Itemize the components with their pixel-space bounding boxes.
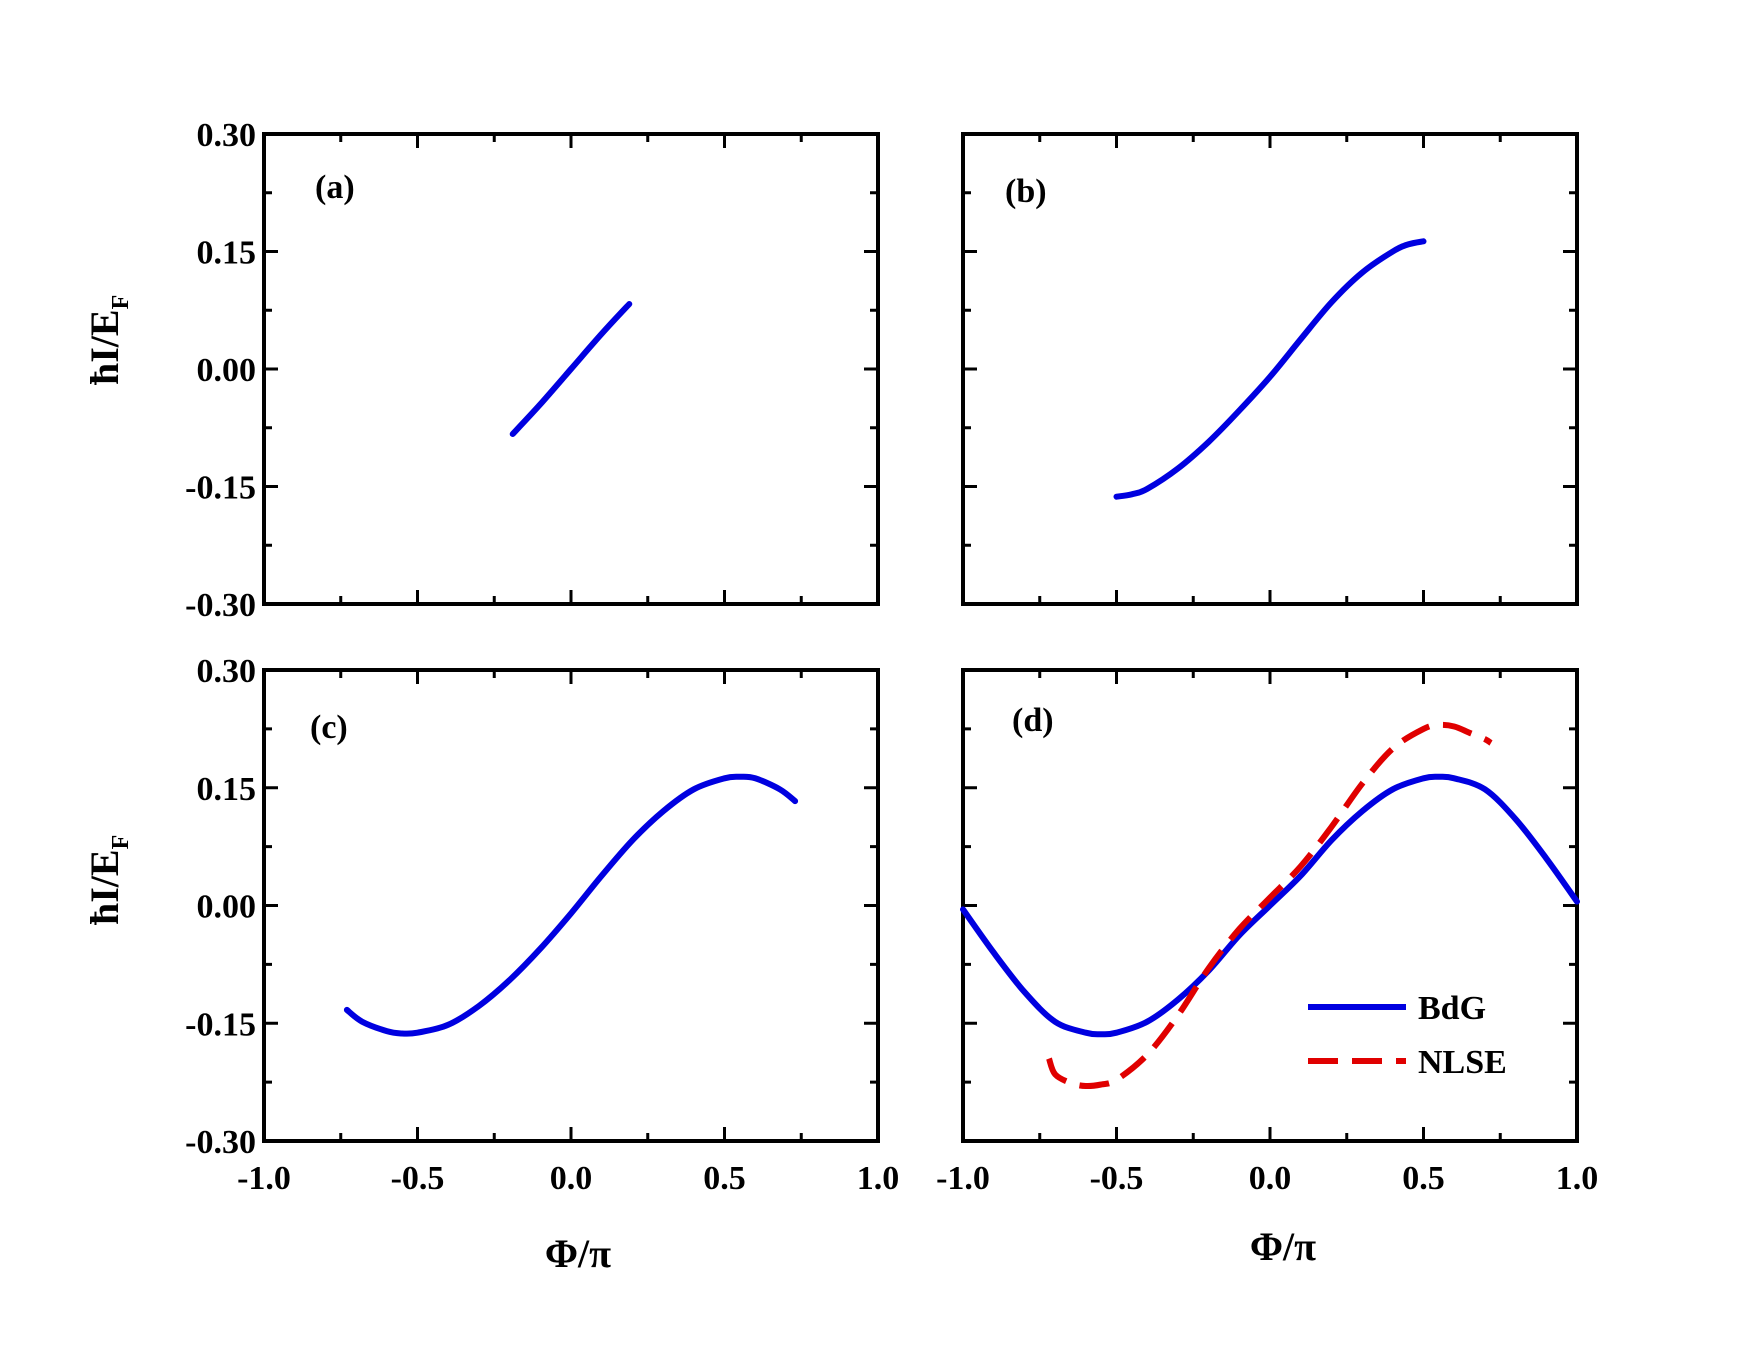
x-tick-label: 1.0 [857,1160,900,1197]
y-axis-title-bottom-sub: F [108,835,134,850]
series-line-1 [1113,238,1427,500]
panel-label: (d) [1012,702,1054,739]
x-tick-label: 0.5 [1402,1160,1445,1197]
y-tick-label: -0.30 [185,587,256,624]
chart-panel-1: -0.30 -0.15 0.00 0.15 0.30 (a) [185,117,880,624]
x-tick-label: 0.0 [1249,1160,1292,1197]
y-tick-label: -0.15 [185,1006,256,1043]
plot-frame [262,668,880,1143]
chart-panel-4: -1.0 -0.5 0.0 0.5 1.0 (d) BdG NLSE [936,668,1599,1197]
series-line-nlse [1046,721,1493,1090]
x-tick-label: -1.0 [237,1160,291,1197]
x-tick-label: 0.0 [550,1160,593,1197]
legend-label-bdg: BdG [1418,990,1486,1027]
x-tick-label: -0.5 [391,1160,445,1197]
plot-frame [961,132,1579,606]
x-tick-label: -0.5 [1090,1160,1144,1197]
y-tick-label: -0.15 [185,470,256,507]
x-tick-label: 0.5 [703,1160,746,1197]
chart-panel-3: -0.30 -0.15 0.00 0.15 0.30 -1.0 -0.5 0.0 0.5 1.0 (… [185,653,899,1197]
y-tick-label: 0.15 [197,771,257,808]
series-line-1 [509,301,633,437]
x-tick-label: -1.0 [936,1160,990,1197]
panel-label: (b) [1005,173,1047,210]
y-tick-label: 0.00 [197,352,257,389]
panel-label: (c) [310,709,348,746]
x-axis-title-right: Φ/π [1250,1224,1316,1269]
y-axis-title-bottom-main: ħI/E [82,849,127,925]
y-tick-label: 0.30 [197,653,257,690]
y-tick-label: 0.15 [197,235,257,272]
chart-panel-2: (b) [961,132,1579,606]
y-tick-label: 0.00 [197,889,257,926]
x-tick-label: 1.0 [1556,1160,1599,1197]
y-tick-label: -0.30 [185,1124,256,1161]
y-tick-label: 0.30 [197,117,257,154]
legend-label-nlse: NLSE [1418,1044,1507,1081]
series-line-1 [343,773,799,1037]
panel-label: (a) [315,169,355,206]
y-axis-title-bottom: ħI/EF [82,835,134,925]
x-axis-title-left: Φ/π [545,1231,611,1276]
y-axis-title-top: ħI/EF [82,295,134,385]
y-axis-title-top-main: ħI/E [82,309,127,385]
y-axis-title-top-sub: F [108,295,134,310]
series-line-bdg [960,773,1580,1038]
